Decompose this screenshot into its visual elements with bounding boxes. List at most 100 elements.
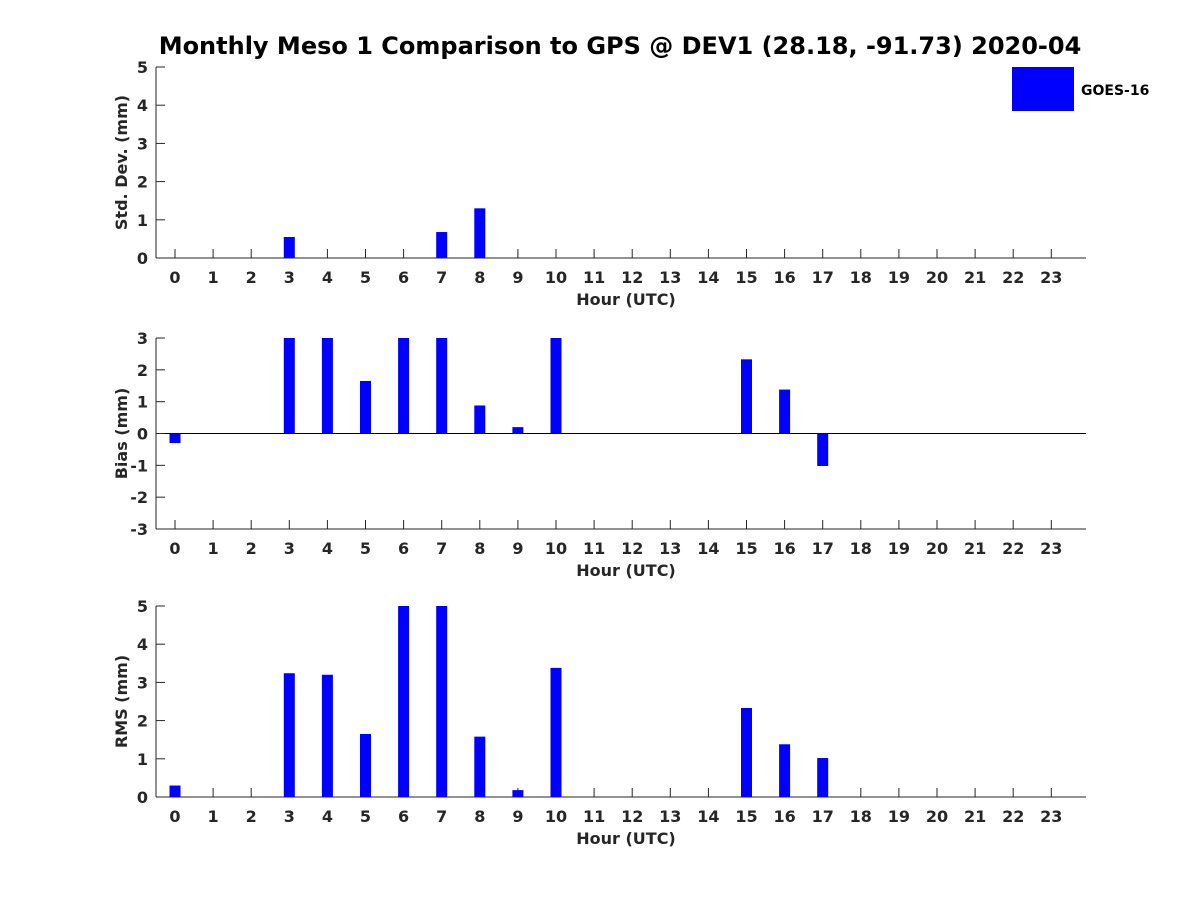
std-dev-xtick-label: 8 bbox=[474, 268, 485, 287]
bias-xtick-label: 6 bbox=[398, 539, 409, 558]
std-dev-xtick-label: 21 bbox=[964, 268, 986, 287]
bias-xtick-label: 7 bbox=[436, 539, 447, 558]
rms-bar-hour-4 bbox=[321, 674, 333, 797]
rms-y-axis-title: RMS (mm) bbox=[112, 655, 131, 748]
bias-xtick-label: 5 bbox=[360, 539, 371, 558]
std-dev-xtick-label: 23 bbox=[1040, 268, 1062, 287]
std-dev-xtick-label: 13 bbox=[659, 268, 681, 287]
rms-xtick-label: 11 bbox=[583, 807, 605, 826]
bias-x-axis-title: Hour (UTC) bbox=[576, 561, 676, 580]
bias-ytick-label: 1 bbox=[137, 393, 148, 412]
rms-bar-hour-5 bbox=[360, 733, 371, 797]
bias-bar-hour-4 bbox=[321, 338, 333, 434]
bias-ytick-label: 2 bbox=[137, 361, 148, 380]
rms-bar-hour-17 bbox=[817, 758, 829, 797]
std-dev-xtick-label: 17 bbox=[812, 268, 834, 287]
std-dev-xtick-label: 11 bbox=[583, 268, 605, 287]
bias-xtick-label: 0 bbox=[169, 539, 180, 558]
std-dev-xtick-label: 22 bbox=[1002, 268, 1024, 287]
rms-ytick-label: 1 bbox=[137, 750, 148, 769]
legend: GOES-16 bbox=[1012, 67, 1149, 111]
bias-ytick-label: -3 bbox=[130, 520, 148, 539]
rms-xtick-label: 10 bbox=[545, 807, 567, 826]
rms-ytick-label: 0 bbox=[137, 788, 148, 807]
bias-xtick-label: 15 bbox=[735, 539, 757, 558]
rms-xtick-label: 3 bbox=[284, 807, 295, 826]
bias-xtick-label: 10 bbox=[545, 539, 567, 558]
std-dev-xtick-label: 16 bbox=[773, 268, 795, 287]
rms-xtick-label: 19 bbox=[888, 807, 910, 826]
std-dev-xtick-label: 18 bbox=[850, 268, 872, 287]
rms-xtick-label: 17 bbox=[812, 807, 834, 826]
bias-bar-hour-15 bbox=[741, 359, 752, 434]
rms-bar-hour-10 bbox=[550, 667, 562, 797]
rms-ytick-label: 3 bbox=[137, 673, 148, 692]
rms-bar-hour-0 bbox=[169, 785, 181, 797]
std-dev-bar-hour-7 bbox=[436, 232, 448, 258]
bias-xtick-label: 21 bbox=[964, 539, 986, 558]
bias-xtick-label: 1 bbox=[208, 539, 219, 558]
bias-xtick-label: 18 bbox=[850, 539, 872, 558]
legend-swatch bbox=[1012, 67, 1074, 111]
bias-xtick-label: 12 bbox=[621, 539, 643, 558]
bias-ytick-label: 0 bbox=[137, 425, 148, 444]
std-dev-xtick-label: 15 bbox=[735, 268, 757, 287]
bias-xtick-label: 2 bbox=[246, 539, 257, 558]
bias-xtick-label: 13 bbox=[659, 539, 681, 558]
std-dev-xtick-label: 4 bbox=[322, 268, 333, 287]
rms-xtick-label: 16 bbox=[773, 807, 795, 826]
rms-ytick-label: 5 bbox=[137, 597, 148, 616]
rms-xtick-label: 0 bbox=[169, 807, 180, 826]
rms-ytick-label: 2 bbox=[137, 712, 148, 731]
bias-ytick-label: 3 bbox=[137, 329, 148, 348]
bias-bar-hour-8 bbox=[474, 405, 486, 434]
std-dev-xtick-label: 2 bbox=[246, 268, 257, 287]
std-dev-xtick-label: 20 bbox=[926, 268, 948, 287]
rms-xtick-label: 5 bbox=[360, 807, 371, 826]
std-dev-x-axis-title: Hour (UTC) bbox=[576, 290, 676, 309]
std-dev-bar-hour-8 bbox=[474, 208, 486, 258]
rms-xtick-label: 4 bbox=[322, 807, 333, 826]
bias-bar-hour-17 bbox=[817, 433, 829, 466]
rms-xtick-label: 12 bbox=[621, 807, 643, 826]
bias-bar-hour-6 bbox=[398, 338, 410, 434]
bias-ytick-label: -2 bbox=[130, 488, 148, 507]
std-dev-xtick-label: 9 bbox=[512, 268, 523, 287]
chart-title: Monthly Meso 1 Comparison to GPS @ DEV1 … bbox=[159, 32, 1082, 60]
std-dev-bar-hour-3 bbox=[283, 236, 295, 258]
std-dev-xtick-label: 5 bbox=[360, 268, 371, 287]
rms-xtick-label: 23 bbox=[1040, 807, 1062, 826]
std-dev-ytick-label: 4 bbox=[137, 96, 148, 115]
std-dev-ytick-label: 2 bbox=[137, 173, 148, 192]
std-dev-xtick-label: 0 bbox=[169, 268, 180, 287]
bias-xtick-label: 19 bbox=[888, 539, 910, 558]
bias-bar-hour-10 bbox=[550, 338, 562, 434]
std-dev-xtick-label: 7 bbox=[436, 268, 447, 287]
std-dev-ytick-label: 0 bbox=[137, 249, 148, 268]
rms-bar-hour-16 bbox=[779, 744, 791, 797]
bias-y-axis-title: Bias (mm) bbox=[112, 388, 131, 480]
bias-xtick-label: 11 bbox=[583, 539, 605, 558]
bias-bar-hour-16 bbox=[779, 389, 791, 434]
rms-xtick-label: 2 bbox=[246, 807, 257, 826]
rms-bar-hour-8 bbox=[474, 736, 486, 797]
rms-xtick-label: 14 bbox=[697, 807, 719, 826]
rms-xtick-label: 21 bbox=[964, 807, 986, 826]
std-dev-xtick-label: 10 bbox=[545, 268, 567, 287]
std-dev-ytick-label: 1 bbox=[137, 211, 148, 230]
rms-xtick-label: 6 bbox=[398, 807, 409, 826]
rms-xtick-label: 15 bbox=[735, 807, 757, 826]
rms-bar-hour-6 bbox=[398, 606, 410, 797]
bias-ytick-label: -1 bbox=[130, 456, 148, 475]
rms-ytick-label: 4 bbox=[137, 635, 148, 654]
std-dev-xtick-label: 1 bbox=[208, 268, 219, 287]
bias-xtick-label: 3 bbox=[284, 539, 295, 558]
rms-xtick-label: 9 bbox=[512, 807, 523, 826]
std-dev-xtick-label: 3 bbox=[284, 268, 295, 287]
rms-xtick-label: 18 bbox=[850, 807, 872, 826]
bias-bar-hour-9 bbox=[512, 427, 524, 434]
std-dev-y-axis-title: Std. Dev. (mm) bbox=[112, 95, 131, 230]
